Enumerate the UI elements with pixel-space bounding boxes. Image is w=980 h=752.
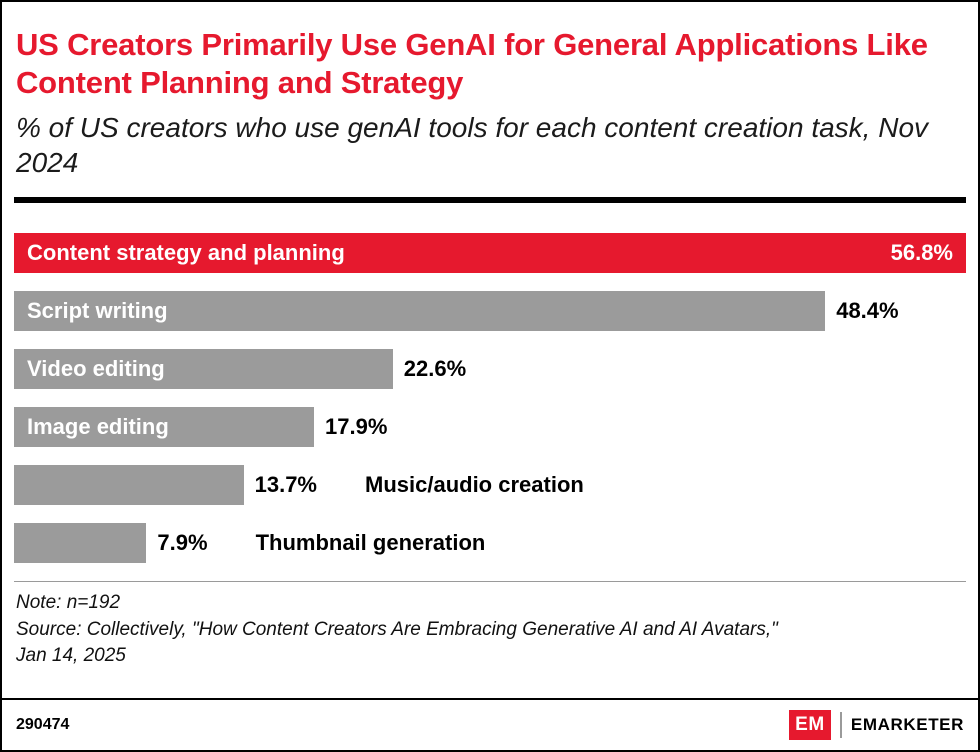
- bar-value: 17.9%: [325, 414, 388, 440]
- bar-row: 7.9% Thumbnail generation: [14, 523, 966, 564]
- logo-separator: [839, 712, 842, 738]
- chart-subtitle: % of US creators who use genAI tools for…: [16, 111, 929, 179]
- note-line: Note: n=192: [16, 592, 121, 614]
- bar-row: Content strategy and planning 56.8%: [14, 233, 966, 274]
- bar-5: [14, 523, 147, 564]
- em-logo-icon: EM: [788, 710, 831, 740]
- bar-label: Script writing: [27, 298, 168, 324]
- bar-label: Thumbnail generation: [255, 530, 486, 556]
- bar-label: Music/audio creation: [365, 472, 584, 498]
- chart-content: US Creators Primarily Use GenAI for Gene…: [2, 2, 978, 698]
- bar-chart: Content strategy and planning 56.8% Script…: [14, 233, 966, 564]
- bar-value: 13.7%: [254, 472, 317, 498]
- chart-id: 290474: [16, 716, 70, 733]
- bar-label: Image editing: [27, 414, 169, 440]
- bar-value: 22.6%: [403, 356, 467, 382]
- bar-value: 56.8%: [890, 240, 953, 266]
- bar-row: Image editing 17.9%: [14, 407, 966, 448]
- bar-label: Video editing: [27, 356, 165, 382]
- bar-label: Content strategy and planning: [27, 240, 345, 266]
- bar-4: [14, 465, 244, 506]
- source-line-1: Source: Collectively, "How Content Creat…: [16, 618, 778, 640]
- bar-row: Script writing 48.4%: [14, 291, 966, 332]
- bar-row: 13.7% Music/audio creation: [14, 465, 966, 506]
- notes-section: Note: n=192 Source: Collectively, "How C…: [14, 581, 966, 669]
- bar-1: Script writing: [14, 291, 826, 332]
- brand-name: EMARKETER: [850, 715, 964, 734]
- chart-title: US Creators Primarily Use GenAI for Gene…: [16, 27, 928, 100]
- title-divider: [14, 197, 966, 204]
- bar-row: Video editing 22.6%: [14, 349, 966, 390]
- source-line-2: Jan 14, 2025: [16, 644, 126, 666]
- emarketer-logo: EM EMARKETER: [788, 710, 964, 740]
- bar-3: Image editing: [14, 407, 314, 448]
- footer: 290474 EM EMARKETER: [2, 698, 978, 750]
- bar-0: Content strategy and planning 56.8%: [14, 233, 966, 274]
- bar-2: Video editing: [14, 349, 393, 390]
- bar-value: 7.9%: [157, 530, 208, 556]
- bar-value: 48.4%: [836, 298, 899, 324]
